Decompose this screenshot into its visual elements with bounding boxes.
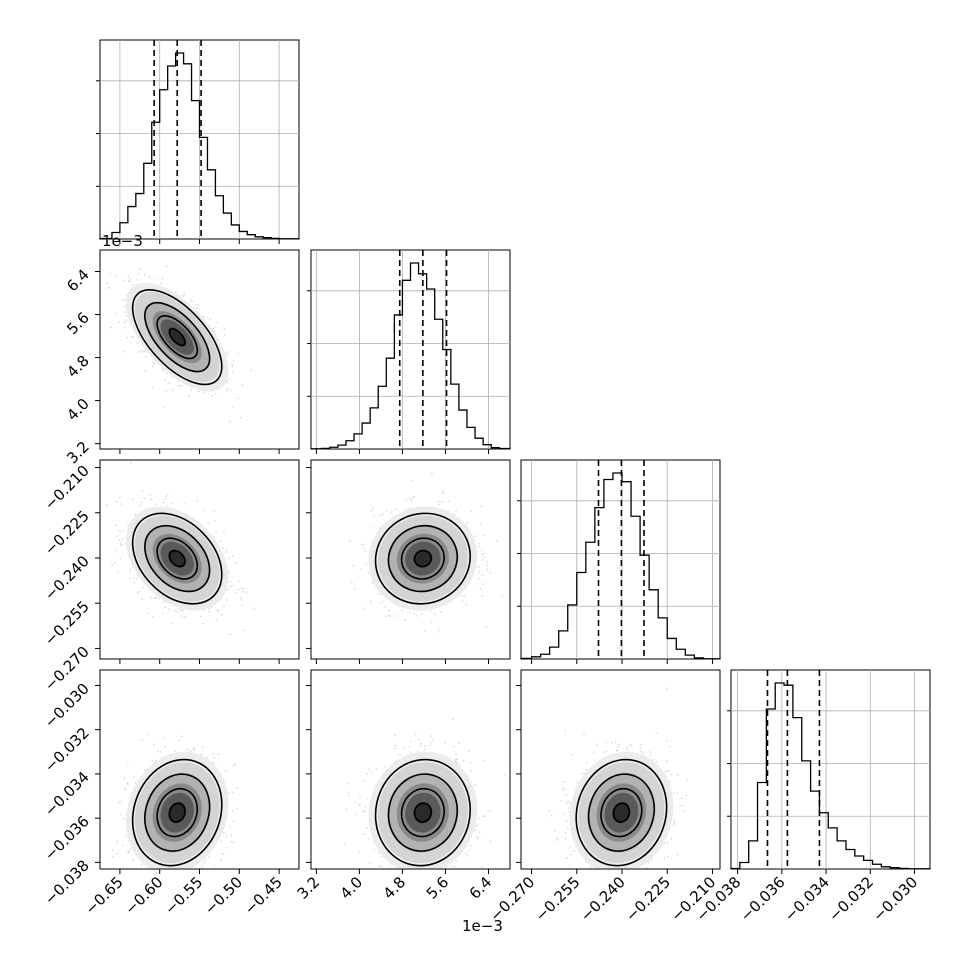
contour-2 xyxy=(156,315,199,360)
contour-1 xyxy=(387,525,458,593)
pair-panel-3-1 xyxy=(310,669,511,870)
pair-frame xyxy=(520,669,721,870)
x-tick-label: 6.4 xyxy=(466,873,496,903)
x-tick-label: −0.032 xyxy=(825,873,877,925)
contour-0 xyxy=(374,512,471,605)
x-tick-label: −0.255 xyxy=(532,873,584,925)
contour-2 xyxy=(400,787,445,838)
contour-1 xyxy=(587,773,655,852)
contour-0 xyxy=(575,758,668,867)
pair-frame xyxy=(310,669,511,870)
y-tick-label: −0.255 xyxy=(41,597,93,649)
contour-3 xyxy=(168,802,186,823)
y-tick-label: 4.8 xyxy=(63,352,93,382)
contour-2 xyxy=(600,787,643,838)
x-tick-label: −0.034 xyxy=(781,873,833,925)
contour-3 xyxy=(168,549,186,568)
contour-2 xyxy=(400,537,445,580)
hist-step-1 xyxy=(310,262,511,450)
x-tick-label: 5.6 xyxy=(423,873,453,903)
y-tick-label: 6.4 xyxy=(63,266,93,296)
density-shade xyxy=(168,802,187,824)
contour-1 xyxy=(144,302,211,373)
density-shade xyxy=(612,802,631,824)
x-tick-label: 4.0 xyxy=(337,873,367,903)
x-tick-label: −0.036 xyxy=(737,873,789,925)
y-tick-label: 5.6 xyxy=(63,309,93,339)
pair-content xyxy=(100,461,256,636)
contour-3 xyxy=(413,802,432,823)
contour-3 xyxy=(413,549,432,568)
contour-1 xyxy=(144,525,211,593)
contour-3 xyxy=(612,802,631,823)
y-tick-label: −0.036 xyxy=(41,812,93,864)
hist-panel-1 xyxy=(307,249,511,450)
x-tick-label: −0.50 xyxy=(201,873,246,918)
contour-2 xyxy=(156,787,199,838)
x-tick-label: −0.65 xyxy=(81,873,126,918)
hist-step-0 xyxy=(99,52,300,240)
hist-step-3 xyxy=(730,682,931,870)
contour-0 xyxy=(374,758,472,867)
y-tick-label: −0.210 xyxy=(41,462,93,514)
pair-panel-2-1 xyxy=(310,459,511,660)
contour-0 xyxy=(131,288,223,386)
contour-1 xyxy=(387,773,458,852)
pair-content xyxy=(348,472,504,633)
contour-2 xyxy=(156,537,199,580)
pair-content xyxy=(111,733,239,869)
x-offset-label: 1e−3 xyxy=(462,917,503,935)
hist-panel-2 xyxy=(517,459,721,660)
pair-panel-2-0 xyxy=(99,459,300,660)
hist-frame-1 xyxy=(310,249,511,450)
x-tick-label: 4.8 xyxy=(380,873,410,903)
density-shade xyxy=(168,327,187,347)
pair-panel-3-0 xyxy=(99,669,300,870)
pair-content xyxy=(344,718,506,869)
hist-panel-0 xyxy=(96,39,300,240)
contour-0 xyxy=(131,758,223,867)
x-tick-label: −0.240 xyxy=(577,873,629,925)
contour-0 xyxy=(131,512,223,605)
y-offset-label: 1e−3 xyxy=(102,232,143,250)
y-tick-label: −0.032 xyxy=(41,724,93,776)
x-tick-label: −0.55 xyxy=(161,873,206,918)
density-shade xyxy=(413,549,433,568)
y-tick-label: −0.034 xyxy=(41,768,93,820)
pair-content xyxy=(548,687,689,869)
hist-step-2 xyxy=(520,472,721,660)
contour-1 xyxy=(144,773,211,852)
x-tick-label: −0.60 xyxy=(121,873,166,918)
hist-frame-2 xyxy=(520,459,721,660)
hist-panel-3 xyxy=(727,669,931,870)
x-tick-label: −0.030 xyxy=(869,873,921,925)
x-tick-label: 3.2 xyxy=(294,873,324,903)
y-tick-label: −0.038 xyxy=(41,856,93,908)
contour-3 xyxy=(168,328,186,347)
x-tick-label: −0.45 xyxy=(241,873,286,918)
pair-frame xyxy=(310,459,511,660)
y-tick-label: −0.240 xyxy=(41,552,93,604)
pair-panel-1-0 xyxy=(99,249,300,450)
hist-frame-3 xyxy=(730,669,931,870)
density-shade xyxy=(413,802,433,824)
x-tick-label: −0.225 xyxy=(622,873,674,925)
pair-content xyxy=(106,265,252,423)
pair-panel-3-2 xyxy=(520,669,721,870)
y-tick-label: −0.225 xyxy=(41,507,93,559)
y-tick-label: 4.0 xyxy=(63,395,93,425)
